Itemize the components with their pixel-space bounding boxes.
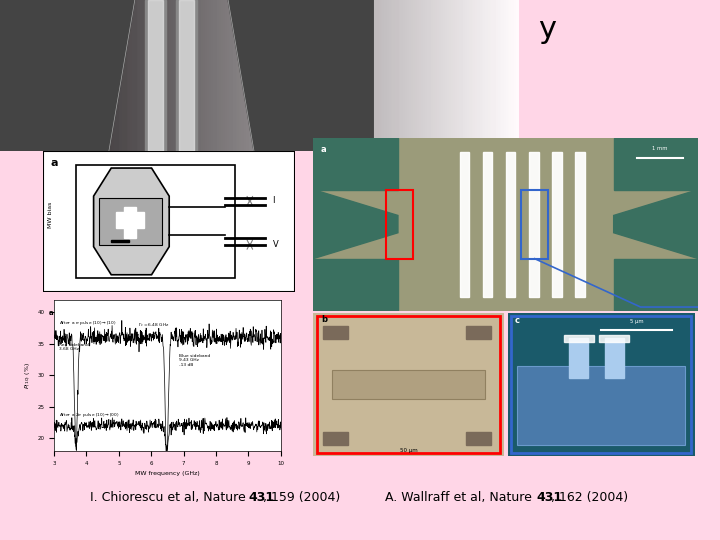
Bar bbox=[148, 0, 163, 151]
Text: 1 mm: 1 mm bbox=[652, 146, 667, 151]
Text: 431: 431 bbox=[248, 491, 274, 504]
Text: Red sideband
3.68 GHz: Red sideband 3.68 GHz bbox=[59, 342, 89, 351]
Bar bbox=[99, 198, 161, 245]
Bar bbox=[323, 326, 348, 339]
Bar bbox=[613, 259, 698, 310]
Text: 5 μm: 5 μm bbox=[630, 319, 644, 324]
Text: I: I bbox=[273, 196, 275, 205]
Text: 50 μm: 50 μm bbox=[400, 448, 418, 453]
Text: MW bias: MW bias bbox=[48, 201, 53, 227]
Text: Blue sideband
9.43 GHz
-13 dB: Blue sideband 9.43 GHz -13 dB bbox=[179, 354, 210, 367]
Bar bbox=[76, 165, 235, 278]
Bar bbox=[599, 335, 629, 342]
Bar bbox=[570, 338, 588, 377]
Bar bbox=[112, 240, 129, 242]
Bar bbox=[521, 190, 548, 259]
Bar bbox=[517, 366, 685, 445]
Bar bbox=[124, 207, 137, 238]
Bar bbox=[505, 152, 516, 296]
Bar bbox=[466, 432, 490, 445]
Polygon shape bbox=[94, 168, 169, 275]
Text: $\Gamma_c = 6.48$ GHz: $\Gamma_c = 6.48$ GHz bbox=[138, 321, 170, 329]
Text: I. Chiorescu et al, Nature: I. Chiorescu et al, Nature bbox=[90, 491, 250, 504]
Bar bbox=[387, 190, 413, 259]
Bar bbox=[605, 338, 624, 377]
Bar bbox=[613, 138, 698, 190]
Bar bbox=[145, 0, 166, 151]
Bar bbox=[564, 335, 594, 342]
Text: a: a bbox=[50, 158, 58, 168]
Polygon shape bbox=[313, 190, 398, 259]
Bar bbox=[332, 370, 485, 399]
X-axis label: MW frequency (GHz): MW frequency (GHz) bbox=[135, 471, 199, 476]
Text: a: a bbox=[49, 310, 54, 316]
Text: After a $2\pi$ pulse $|10\rangle\rightarrow|00\rangle$: After a $2\pi$ pulse $|10\rangle\rightar… bbox=[59, 411, 120, 419]
Text: c: c bbox=[515, 316, 520, 325]
Bar bbox=[529, 152, 539, 296]
Bar bbox=[117, 212, 144, 228]
Bar bbox=[459, 152, 469, 296]
Polygon shape bbox=[613, 190, 698, 259]
Text: A. Wallraff et al, Nature: A. Wallraff et al, Nature bbox=[385, 491, 536, 504]
Text: , 162 (2004): , 162 (2004) bbox=[551, 491, 628, 504]
Y-axis label: $P_{|10\rangle}$ (%): $P_{|10\rangle}$ (%) bbox=[23, 362, 32, 389]
Bar bbox=[466, 326, 490, 339]
Bar bbox=[323, 432, 348, 445]
Bar bbox=[179, 0, 194, 151]
Text: 431: 431 bbox=[536, 491, 562, 504]
Text: After a $\pi$ pulse $|10\rangle\rightarrow|10\rangle$: After a $\pi$ pulse $|10\rangle\rightarr… bbox=[59, 319, 117, 327]
Bar bbox=[176, 0, 197, 151]
Text: Cavity QED: Cavity QED bbox=[246, 63, 373, 83]
Text: b: b bbox=[321, 315, 327, 324]
Polygon shape bbox=[228, 0, 373, 151]
Bar bbox=[575, 152, 585, 296]
Bar bbox=[482, 152, 492, 296]
Text: V: V bbox=[273, 240, 278, 249]
Text: a: a bbox=[321, 145, 327, 153]
Polygon shape bbox=[0, 0, 135, 151]
Bar bbox=[313, 259, 398, 310]
Text: y: y bbox=[539, 15, 557, 44]
Bar bbox=[313, 138, 398, 190]
Bar bbox=[552, 152, 562, 296]
Text: , 159 (2004): , 159 (2004) bbox=[263, 491, 340, 504]
